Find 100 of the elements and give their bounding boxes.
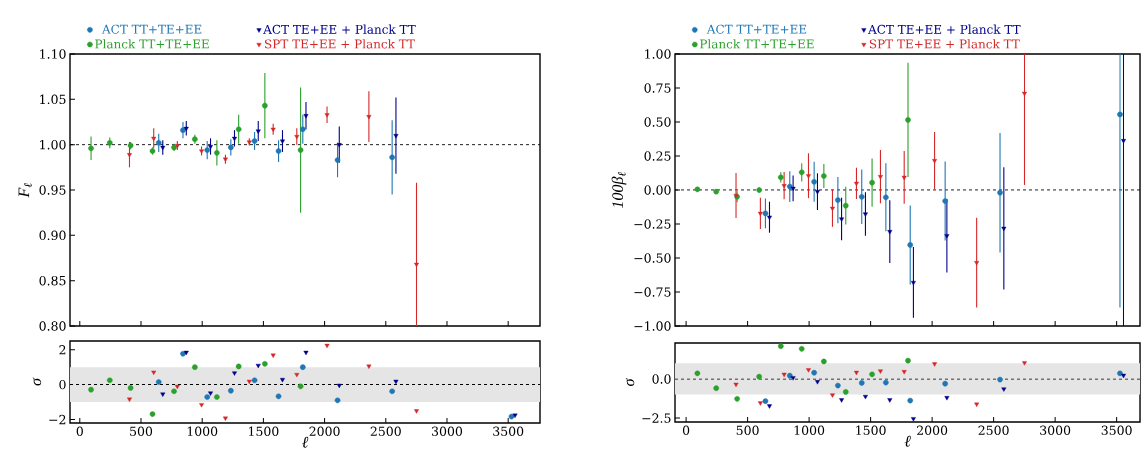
y-tick-label: 0.80: [39, 321, 66, 331]
point: [297, 383, 304, 390]
y-tick-label: 0.90: [39, 230, 66, 241]
point: [694, 186, 701, 193]
point: [901, 175, 907, 181]
point: [228, 144, 234, 151]
y-tick-label: 2: [59, 345, 66, 355]
point: [762, 210, 769, 217]
point: [997, 189, 1003, 196]
point: [228, 387, 234, 394]
x-axis-title: ℓ: [302, 436, 309, 448]
y-axis-title: σ: [625, 378, 635, 386]
point: [821, 358, 827, 365]
point: [251, 377, 258, 384]
point: [767, 404, 772, 409]
point: [798, 345, 805, 352]
point: [901, 370, 907, 375]
point: [1121, 139, 1126, 144]
point: [932, 362, 938, 367]
point: [294, 135, 300, 140]
point: [878, 175, 883, 180]
y-tick-label: 0: [59, 379, 66, 390]
point: [830, 393, 835, 398]
point: [214, 394, 220, 400]
x-tick-label: 3500: [493, 426, 524, 436]
point: [414, 409, 419, 414]
point: [806, 174, 811, 179]
point: [300, 126, 306, 133]
point: [756, 373, 762, 380]
x-axis-title: ℓ: [904, 435, 911, 447]
x-tick-label: 2000: [917, 425, 948, 435]
point: [393, 134, 399, 139]
point: [508, 413, 515, 420]
point: [942, 380, 948, 387]
point: [1001, 387, 1007, 392]
y-tick-label: 0.0: [652, 374, 671, 384]
point: [713, 385, 720, 392]
point: [842, 202, 849, 209]
point: [910, 417, 916, 422]
point: [907, 397, 914, 404]
point: [88, 145, 94, 152]
point: [324, 343, 330, 349]
y-axis-title: σ: [32, 377, 42, 386]
y-tick-label: 1.00: [645, 49, 671, 59]
point: [815, 380, 820, 385]
point: [235, 126, 242, 133]
point: [811, 179, 817, 185]
x-tick-label: 0: [76, 426, 83, 436]
point: [869, 179, 875, 186]
point: [214, 150, 220, 156]
point: [324, 113, 330, 118]
x-tick-label: 3000: [1040, 425, 1071, 435]
point: [835, 382, 841, 389]
point: [235, 363, 242, 370]
point: [767, 215, 772, 220]
point: [255, 363, 261, 369]
point: [821, 173, 827, 179]
legend-label: SPT TE+EE + Planck TT: [869, 39, 1020, 49]
point: [303, 114, 309, 119]
y-tick-label: 0.95: [39, 185, 66, 195]
point: [854, 181, 859, 187]
point: [905, 357, 911, 364]
point: [334, 157, 341, 163]
point: [806, 368, 811, 373]
point: [839, 398, 845, 403]
point: [997, 376, 1003, 383]
point: [858, 194, 865, 200]
point: [883, 194, 889, 201]
x-tick-label: 2500: [370, 426, 401, 436]
point: [907, 242, 914, 248]
point: [232, 136, 237, 142]
x-tick-label: 1000: [794, 425, 825, 435]
point: [862, 212, 868, 217]
y-tick-label: 0.00: [644, 185, 671, 195]
point: [781, 372, 787, 378]
point: [757, 211, 763, 217]
x-tick-label: 1500: [856, 425, 886, 435]
point: [336, 143, 342, 148]
x-tick-label: 2500: [978, 425, 1009, 435]
point: [694, 370, 701, 377]
point: [151, 370, 157, 376]
point: [932, 159, 938, 164]
point: [208, 391, 213, 396]
point: [88, 386, 94, 393]
point: [149, 411, 156, 417]
point: [910, 280, 916, 286]
point: [222, 416, 228, 421]
point: [1117, 111, 1123, 118]
point: [171, 388, 177, 395]
point: [192, 364, 198, 370]
legend-label: SPT TE+EE + Planck TT: [265, 39, 415, 49]
point: [1001, 226, 1007, 232]
y-tick-label: 0.25: [644, 151, 671, 161]
point: [883, 379, 889, 386]
y-tick-label: 1.10: [40, 49, 66, 59]
x-tick-label: 3000: [432, 426, 463, 436]
point: [275, 148, 282, 154]
point: [389, 388, 395, 395]
point: [155, 379, 162, 385]
y-tick-label: 1.00: [40, 139, 66, 150]
